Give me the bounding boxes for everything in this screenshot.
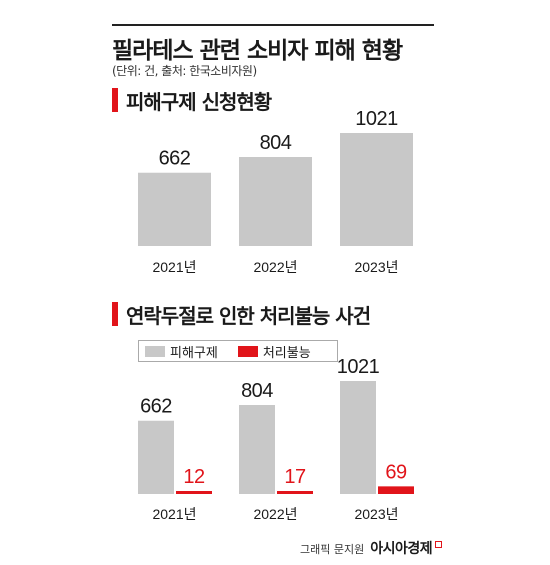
brand-mark-icon: [435, 541, 443, 548]
title-rule: [112, 24, 434, 26]
chart2-title: 연락두절로 인한 처리불능 사건: [126, 303, 371, 328]
chart1-value-label: 1021: [355, 108, 398, 130]
chart2-bar-damage: [340, 381, 376, 494]
chart1-category-label: 2021년: [152, 259, 196, 275]
page-subtitle: (단위: 건, 출처: 한국소비자원): [112, 64, 257, 78]
chart1-value-label: 662: [159, 148, 191, 170]
chart2-value-label-damage: 1021: [337, 356, 380, 378]
chart2-value-label-damage: 662: [140, 396, 172, 418]
graphic-credit: 그래픽 문지원: [300, 543, 365, 556]
heading-accent-bar: [112, 88, 118, 112]
heading-accent-bar: [112, 302, 118, 326]
chart2-bar-unresolved: [378, 486, 414, 494]
chart2-value-label-damage: 804: [241, 380, 273, 402]
brand-logo: 아시아경제: [370, 541, 433, 557]
chart2-heading: 연락두절로 인한 처리불능 사건: [112, 301, 371, 328]
chart1-heading: 피해구제 신청현황: [112, 87, 272, 114]
legend-swatch-damage: [145, 345, 165, 357]
chart2-value-label-unresolved: 69: [385, 461, 407, 483]
page-title: 필라테스 관련 소비자 피해 현황: [112, 38, 403, 64]
legend-label-damage: 피해구제: [170, 345, 218, 361]
legend-label-unresolved: 처리불능: [262, 345, 311, 361]
legend-swatch-unresolved: [237, 345, 258, 357]
chart1-category-label: 2022년: [253, 259, 297, 275]
chart2-bar-damage: [138, 420, 174, 494]
chart1-bar: [340, 133, 413, 246]
chart2-legend: 피해구제 처리불능: [138, 340, 338, 362]
chart2-category-label: 2023년: [354, 506, 398, 522]
chart2-category-label: 2022년: [253, 506, 297, 522]
chart2-bar-unresolved: [176, 491, 212, 494]
chart1-title: 피해구제 신청현황: [126, 89, 272, 114]
chart2-value-label-unresolved: 12: [183, 466, 205, 488]
chart1-bar: [239, 157, 312, 246]
chart1-bar: [138, 172, 211, 246]
chart2-category-label: 2021년: [152, 506, 196, 522]
chart2-value-label-unresolved: 17: [284, 466, 306, 488]
footer: 그래픽 문지원 아시아경제: [300, 538, 443, 558]
chart1-value-label: 804: [260, 132, 292, 154]
chart1-category-label: 2023년: [354, 259, 398, 275]
chart2-bar-unresolved: [277, 491, 313, 494]
chart2-bar-damage: [239, 405, 275, 494]
